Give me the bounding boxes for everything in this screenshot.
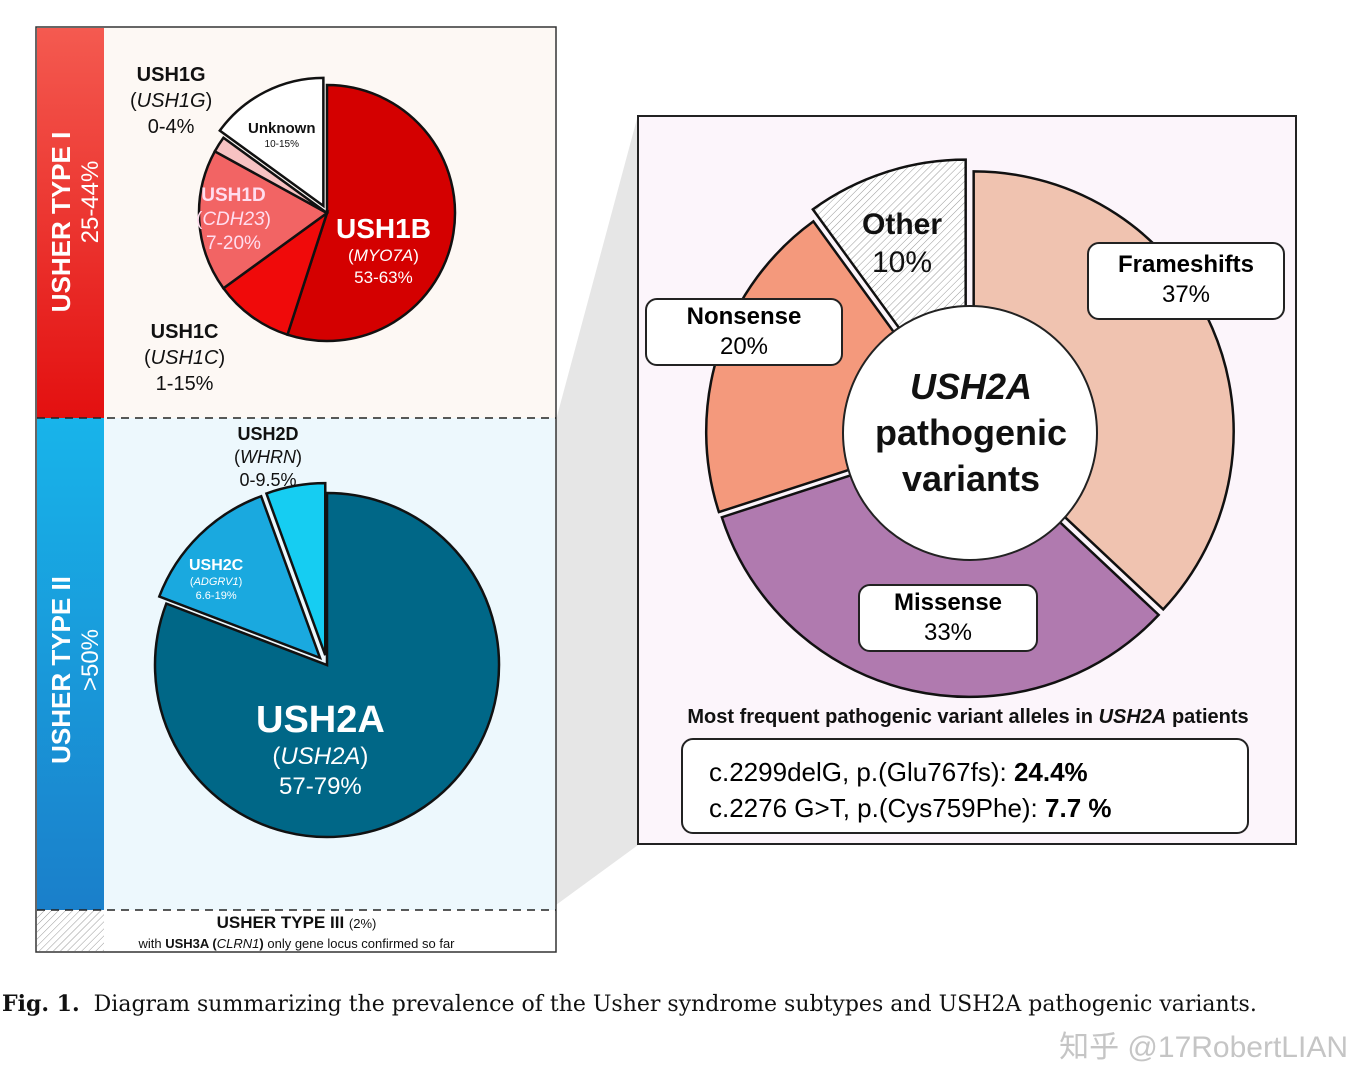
- label-missense: Missense 33%: [858, 584, 1038, 652]
- slice-ush1g: [213, 136, 328, 215]
- slice-ush2a: [153, 491, 501, 839]
- type1-band: [37, 28, 104, 418]
- slice-ush1b: [285, 83, 457, 343]
- label-ush1g: USH1G (USH1G) 0-4%: [130, 64, 213, 138]
- label-ush2a: USH2A (USH2A) 57-79%: [256, 699, 385, 800]
- type1-label: USHER TYPE I: [46, 132, 76, 313]
- slice-missense: [720, 435, 1161, 699]
- label-unknown: Unknown 10-15%: [248, 120, 316, 151]
- label-frameshifts: Frameshifts 37%: [1087, 242, 1285, 320]
- allele-row: c.2276 G>T, p.(Cys759Phe): 7.7 %: [709, 793, 1112, 823]
- zoom-connector: [556, 115, 638, 905]
- alleles-title: Most frequent pathogenic variant alleles…: [687, 706, 1249, 728]
- type3-label: USHER TYPE III (2%): [216, 913, 377, 932]
- type1-range: 25-44%: [77, 161, 104, 244]
- alleles-box: c.2299delG, p.(Glu767fs): 24.4% c.2276 G…: [681, 738, 1249, 834]
- label-other: Other 10%: [862, 208, 943, 279]
- label-ush2d: USH2D (WHRN) 0-9.5%: [234, 424, 302, 490]
- label-ush1b: USH1B (MYO7A) 53-63%: [336, 213, 431, 287]
- type2-range: >50%: [77, 629, 104, 691]
- slice-unknown: [218, 76, 325, 209]
- donut-hole: [842, 305, 1098, 561]
- label-ush1d: USH1D (CDH23) 7-20%: [196, 185, 271, 254]
- label-nonsense: Nonsense 20%: [645, 298, 843, 366]
- slice-ush2d: [264, 481, 327, 656]
- watermark: 知乎 @17RobertLIAN: [1059, 1031, 1348, 1064]
- slice-ush1c: [221, 209, 330, 337]
- allele-row: c.2299delG, p.(Glu767fs): 24.4%: [709, 757, 1088, 787]
- type2-band: [37, 418, 104, 910]
- type3-note: with USH3A (CLRN1) only gene locus confi…: [138, 936, 455, 951]
- type2-label: USHER TYPE II: [46, 576, 76, 764]
- figure-caption: Fig. 1. Diagram summarizing the prevalen…: [2, 991, 1257, 1017]
- slice-ush1d: [197, 149, 330, 290]
- label-ush1c: USH1C (USH1C) 1-15%: [144, 321, 226, 395]
- type3-hatch: [37, 910, 104, 951]
- label-ush2c: USH2C (ADGRV1) 6.6-19%: [189, 557, 244, 602]
- donut-center-label: USH2A pathogenic variants: [874, 366, 1067, 499]
- slice-ush2c: [157, 494, 323, 661]
